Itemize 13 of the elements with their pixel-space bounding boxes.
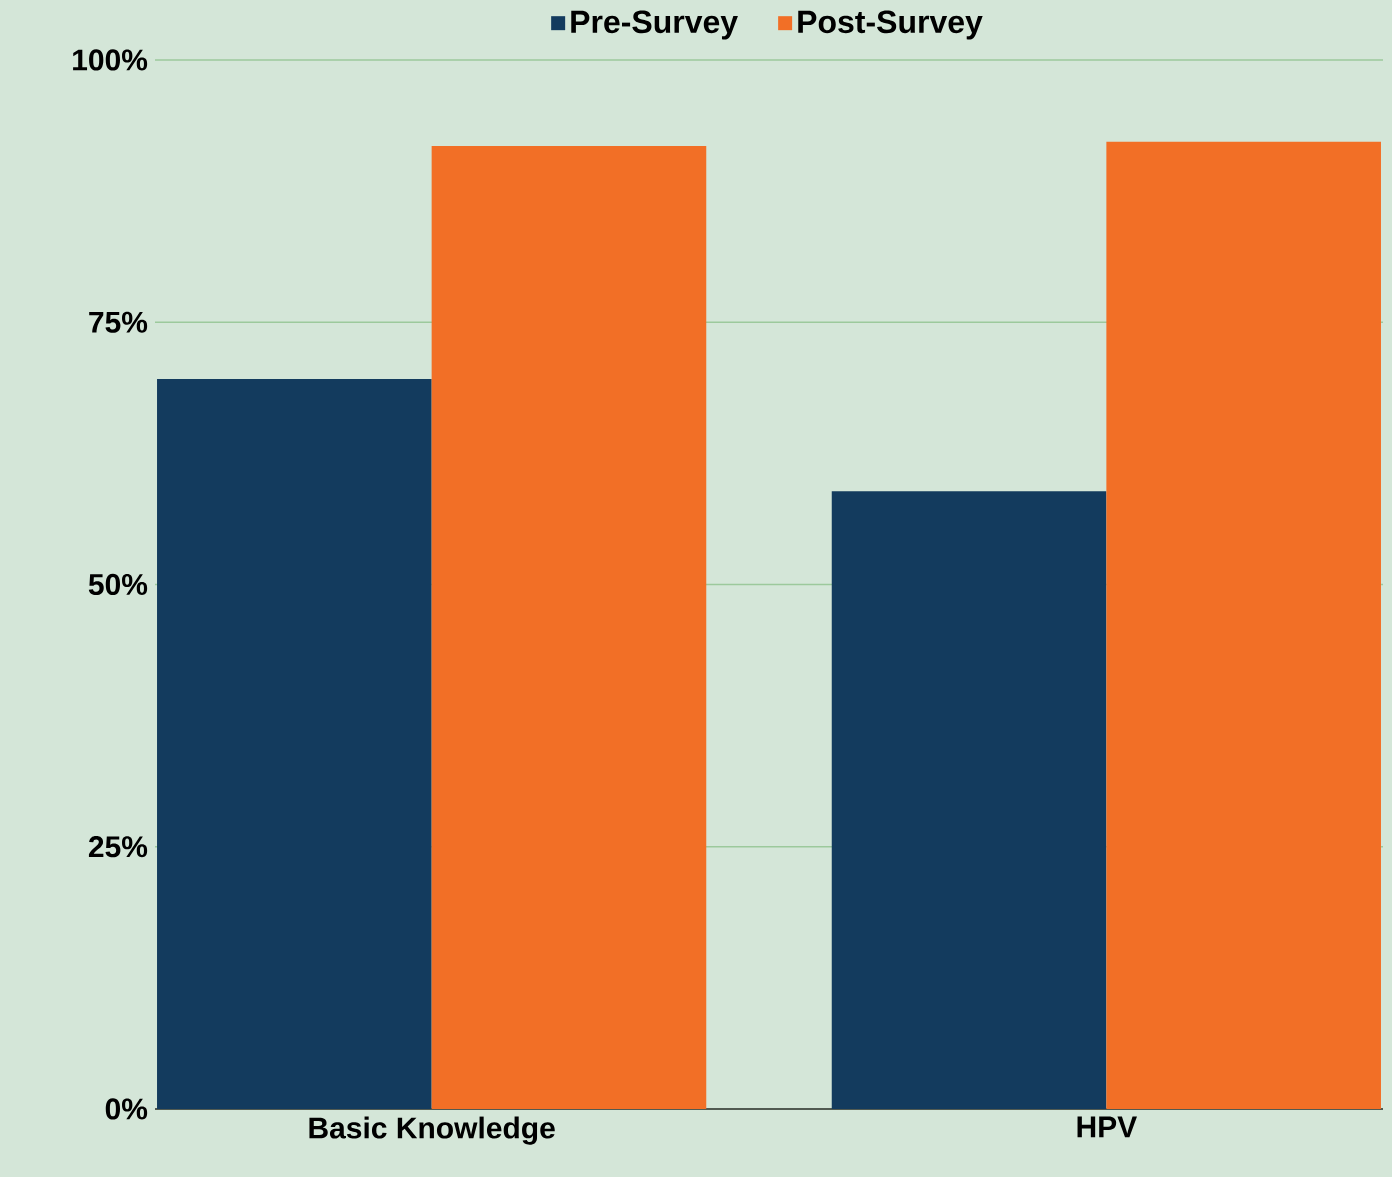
y-tick-label: 75% [89, 311, 148, 333]
legend-label: Pre-Survey [571, 10, 738, 40]
x-tick-label: HPV [1077, 1116, 1137, 1138]
legend-label: Post-Survey [798, 10, 983, 40]
bar [1106, 141, 1381, 1109]
bar [431, 146, 707, 1109]
bar [157, 378, 432, 1109]
y-tick-label: 0% [105, 1098, 148, 1120]
y-tick-label: 50% [88, 573, 148, 596]
x-tick-label: Basic Knowledge [309, 1116, 555, 1145]
y-tick-label: 100% [73, 49, 148, 71]
y-tick-label: 25% [88, 836, 148, 858]
bar [831, 491, 1107, 1109]
